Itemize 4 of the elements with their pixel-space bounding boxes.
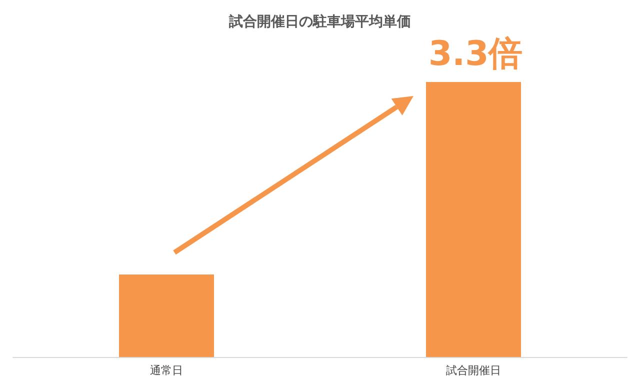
chart-title: 試合開催日の駐車場平均単価 (228, 13, 411, 30)
text: 3.3倍 (428, 34, 523, 74)
x-tick-label: 通常日 (150, 364, 183, 377)
x-tick-label: 試合開催日 (446, 364, 501, 377)
